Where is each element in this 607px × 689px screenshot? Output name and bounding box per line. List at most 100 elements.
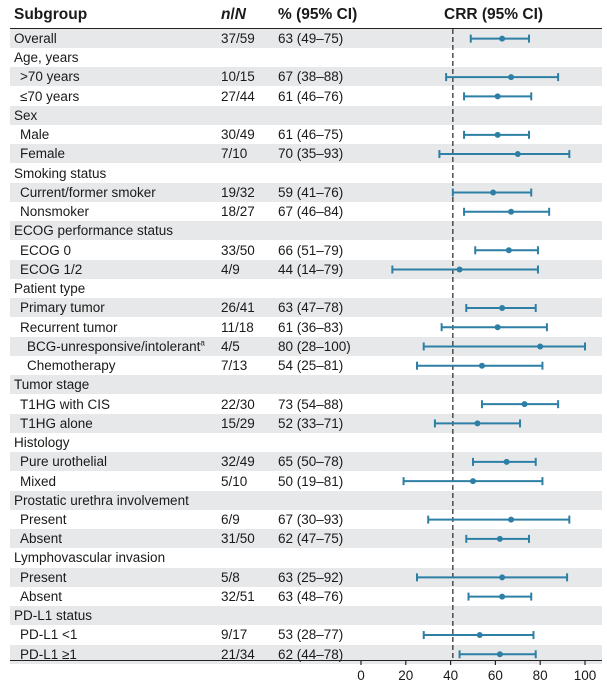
row-label-text: BCG-unresponsive/intolerant: [27, 338, 201, 354]
row-percent-ci: 67 (30–93): [278, 512, 344, 527]
row-label-text: Pure urothelial: [20, 454, 108, 470]
subgroup-row: Pure urothelial 32/49 65 (50–78): [10, 452, 602, 472]
subgroup-row: Absent 31/50 62 (47–75): [10, 529, 602, 549]
subgroup-category-row: Smoking status: [10, 164, 602, 183]
x-tick-label: 0: [357, 668, 365, 683]
row-label: Age, years: [14, 48, 79, 67]
row-percent-ci: 67 (46–84): [278, 204, 344, 220]
row-label: Male: [20, 125, 49, 144]
row-percent-ci: 44 (14–79): [278, 261, 344, 277]
subgroup-row: PD-L1 <1 9/17 53 (28–77): [10, 625, 602, 644]
top-rule: [10, 28, 602, 29]
row-label: Smoking status: [14, 164, 106, 183]
row-label: Patient type: [14, 279, 85, 298]
header-n-right: N: [234, 6, 246, 23]
header-n-over-n: n/N: [221, 6, 246, 24]
header-subgroup: Subgroup: [14, 6, 88, 23]
row-n-over-n: 26/41: [221, 300, 255, 316]
row-label-text: Smoking status: [14, 165, 107, 181]
row-label: Tumor stage: [14, 375, 89, 394]
x-tick-label: 40: [443, 668, 458, 683]
row-label: T1HG alone: [20, 414, 93, 433]
row-label-text: ECOG 1/2: [20, 261, 83, 277]
row-label: Pure urothelial: [20, 452, 107, 471]
row-label-text: Male: [20, 127, 50, 143]
row-label: Female: [20, 144, 65, 163]
row-n-over-n: 31/50: [221, 531, 255, 547]
row-n-over-n: 32/49: [221, 454, 255, 470]
row-percent-ci: 61 (36–83): [278, 319, 344, 335]
row-percent-ci: 54 (25–81): [278, 358, 344, 374]
row-label: PD-L1 status: [14, 606, 92, 625]
row-n-over-n: 4/9: [221, 261, 240, 277]
row-label-text: T1HG alone: [20, 415, 93, 431]
subgroup-category-row: Age, years: [10, 48, 602, 67]
row-percent-ci: 62 (47–75): [278, 531, 344, 547]
row-label-text: Tumor stage: [14, 377, 90, 393]
row-label-text: T1HG with CIS: [20, 396, 111, 412]
row-label: ECOG 1/2: [20, 260, 82, 279]
x-tick-label: 20: [398, 668, 413, 683]
row-percent-ci: 61 (46–76): [278, 88, 344, 104]
row-n-over-n: 33/50: [221, 242, 255, 258]
row-label-text: Overall: [14, 31, 57, 46]
row-label: Prostatic urethra involvement: [14, 491, 189, 510]
row-label-text: Absent: [20, 588, 63, 604]
row-label: ECOG performance status: [14, 221, 173, 240]
row-label-text: Present: [20, 569, 67, 585]
subgroup-row: Chemotherapy 7/13 54 (25–81): [10, 356, 602, 375]
row-label: Absent: [20, 587, 62, 606]
row-percent-ci: 59 (41–76): [278, 184, 344, 200]
row-label-text: Mixed: [20, 473, 57, 489]
row-label-text: ≤70 years: [20, 88, 80, 104]
x-axis-line: [10, 660, 602, 661]
row-percent-ci: 53 (28–77): [278, 627, 344, 643]
subgroup-category-row: Tumor stage: [10, 375, 602, 395]
x-tick-label: 60: [488, 668, 503, 683]
row-label: Lymphovascular invasion: [14, 548, 165, 567]
header-percent-ci: % (95% CI): [278, 6, 358, 23]
row-label: >70 years: [20, 67, 80, 86]
row-n-over-n: 5/10: [221, 473, 248, 489]
row-percent-ci: 50 (19–81): [278, 473, 344, 489]
row-percent-ci: 63 (25–92): [278, 569, 344, 585]
subgroup-row: T1HG alone 15/29 52 (33–71): [10, 413, 602, 433]
subgroup-row: Overall 37/59 63 (49–75): [10, 29, 602, 48]
row-label-text: Histology: [14, 435, 70, 451]
row-n-over-n: 30/49: [221, 127, 255, 143]
subgroup-row: Nonsmoker 18/27 67 (46–84): [10, 202, 602, 221]
footnote-marker: a: [200, 338, 205, 348]
row-label-text: PD-L1 ≥1: [20, 646, 77, 662]
row-label-text: Present: [20, 512, 67, 527]
row-label: PD-L1 ≥1: [20, 645, 77, 664]
subgroup-row: Male 30/49 61 (46–75): [10, 125, 602, 144]
row-n-over-n: 18/27: [221, 204, 255, 220]
row-n-over-n: 22/30: [221, 396, 255, 412]
row-label: Chemotherapy: [27, 356, 116, 375]
row-n-over-n: 5/8: [221, 569, 240, 585]
subgroup-row: T1HG with CIS 22/30 73 (54–88): [10, 395, 602, 414]
row-label-text: >70 years: [20, 69, 80, 85]
row-percent-ci: 63 (48–76): [278, 588, 344, 604]
row-n-over-n: 4/5: [221, 338, 240, 354]
row-label: Nonsmoker: [20, 202, 89, 221]
row-n-over-n: 37/59: [221, 31, 255, 46]
row-n-over-n: 21/34: [221, 646, 255, 662]
subgroup-row: Current/former smoker 19/32 59 (41–76): [10, 182, 602, 202]
subgroup-category-row: Histology: [10, 433, 602, 452]
row-percent-ci: 62 (44–78): [278, 646, 344, 662]
row-n-over-n: 7/10: [221, 146, 248, 162]
row-n-over-n: 11/18: [221, 319, 254, 335]
row-percent-ci: 63 (49–75): [278, 31, 344, 46]
row-label-text: PD-L1 <1: [20, 627, 78, 643]
subgroup-row: Primary tumor 26/41 63 (47–78): [10, 298, 602, 318]
row-percent-ci: 73 (54–88): [278, 396, 344, 412]
row-percent-ci: 63 (47–78): [278, 300, 344, 316]
row-label: Histology: [14, 433, 70, 452]
subgroup-row: ECOG 1/2 4/9 44 (14–79): [10, 259, 602, 279]
row-label: Absent: [20, 529, 62, 548]
row-label-text: Prostatic urethra involvement: [14, 492, 189, 508]
header-n-left: n: [221, 6, 231, 23]
row-label-text: Lymphovascular invasion: [14, 550, 166, 566]
